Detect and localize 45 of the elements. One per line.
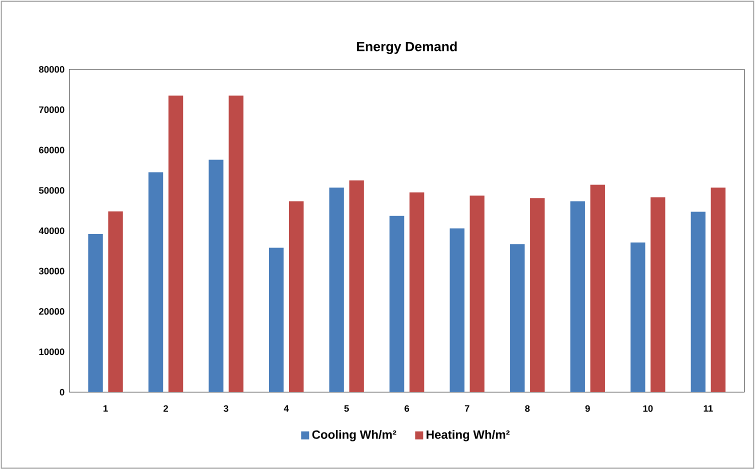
x-tick-label: 5: [344, 405, 349, 412]
bar: [288, 202, 304, 392]
bar: [530, 198, 545, 392]
bar: [108, 212, 123, 392]
bar: [650, 198, 666, 392]
bar: [450, 228, 464, 392]
bar: [329, 188, 344, 392]
x-tick-label: 4: [284, 405, 289, 412]
x-tick-label: 8: [525, 405, 530, 412]
bar: [208, 160, 224, 392]
y-tick-label: 30000: [38, 268, 64, 275]
bar: [168, 96, 184, 392]
bar: [349, 180, 364, 392]
bar: [390, 216, 404, 392]
bar: [148, 172, 164, 392]
y-tick-label: 0: [60, 389, 64, 396]
x-tick-label: 1: [104, 405, 108, 412]
y-tick-label: 20000: [39, 308, 64, 315]
y-tick-label: 80000: [38, 66, 64, 73]
bar: [690, 212, 706, 392]
y-tick-label: 50000: [38, 187, 64, 194]
bar: [88, 234, 103, 392]
chart-title: Energy Demand: [356, 42, 457, 54]
x-tick-label: 6: [404, 405, 410, 412]
x-tick-label: 2: [164, 405, 168, 412]
bar: [470, 196, 484, 392]
bar: [410, 192, 424, 392]
y-tick-label: 60000: [39, 147, 64, 154]
x-tick-label: 10: [643, 405, 653, 412]
x-tick-label: 3: [224, 405, 228, 412]
bar: [228, 96, 244, 392]
y-tick-label: 40000: [38, 228, 64, 234]
legend-label: Cooling Wh/m²: [312, 430, 396, 442]
y-tick-label: 10000: [39, 348, 64, 356]
x-tick-label: 7: [464, 405, 470, 412]
y-tick-label: 70000: [39, 106, 64, 114]
bar: [630, 242, 646, 392]
legend-label: Heating Wh/m²: [426, 430, 510, 442]
bar: [710, 188, 726, 392]
x-tick-label: 9: [585, 405, 590, 412]
bar: [570, 202, 585, 392]
x-tick-label: 11: [704, 405, 713, 412]
bar: [510, 244, 525, 392]
bar: [268, 248, 284, 392]
bar: [590, 184, 605, 392]
